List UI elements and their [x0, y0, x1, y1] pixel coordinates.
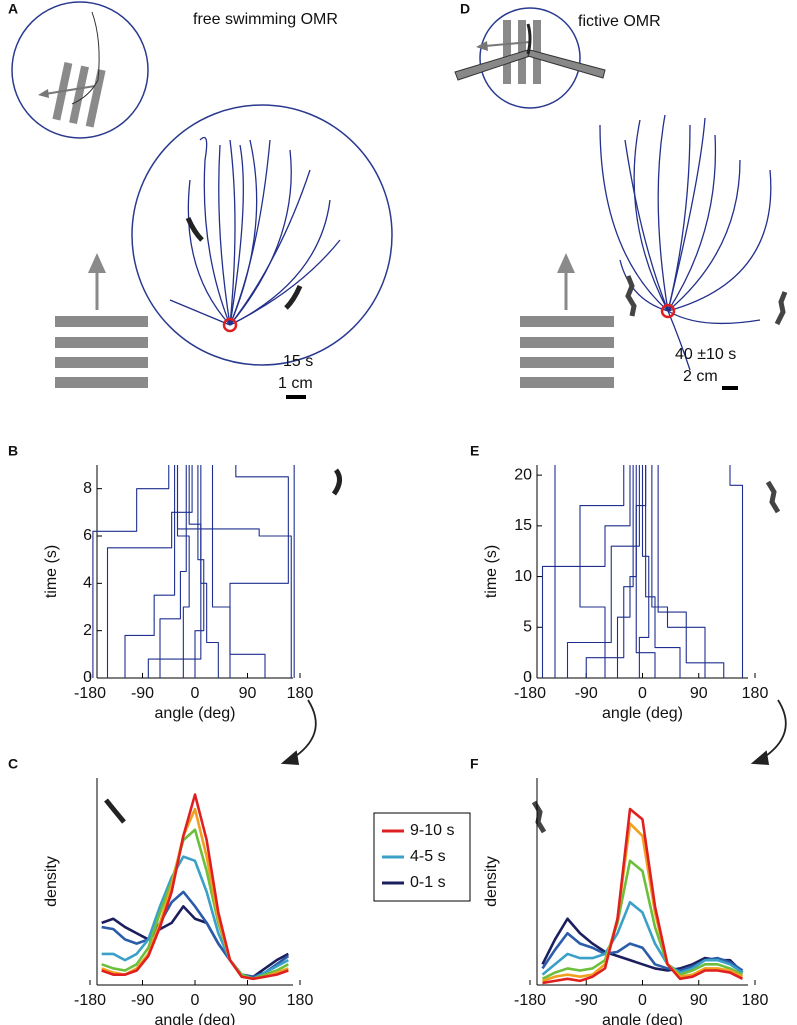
x-tick-label: 180 — [287, 992, 314, 1009]
series-line — [657, 465, 725, 678]
series-line — [101, 793, 289, 981]
y-axis-label: time (s) — [483, 545, 500, 598]
y-tick-label: 20 — [514, 466, 532, 483]
y-axis-label: density — [43, 856, 60, 907]
x-tick-label: -90 — [575, 685, 598, 702]
x-tick-label: -90 — [575, 992, 598, 1009]
scale-label: 2 cm — [683, 368, 718, 385]
x-tick-label: -180 — [514, 992, 546, 1009]
series-line — [645, 465, 681, 678]
x-axis-label: angle (deg) — [602, 1012, 683, 1025]
series-line — [92, 465, 170, 678]
panel-label: C — [8, 756, 18, 772]
y-tick-label: 15 — [514, 517, 532, 534]
x-tick-label: 0 — [191, 992, 200, 1009]
series-line — [106, 465, 193, 678]
x-tick-label: -180 — [74, 992, 106, 1009]
series-line — [124, 465, 176, 678]
series-line — [635, 465, 656, 678]
x-tick-label: 90 — [239, 992, 257, 1009]
series-line — [211, 465, 266, 678]
series-line — [585, 465, 634, 678]
legend-label: 0-1 s — [410, 874, 446, 891]
series-line — [651, 465, 706, 678]
series-line — [176, 465, 292, 678]
panel-title: free swimming OMR — [193, 11, 338, 28]
series-line — [229, 465, 289, 678]
panel-title: fictive OMR — [578, 13, 661, 30]
y-tick-label: 6 — [83, 527, 92, 544]
x-tick-label: -180 — [514, 685, 546, 702]
legend-label: 4-5 s — [410, 848, 446, 865]
series-line — [566, 465, 640, 678]
time-label: 15 s — [283, 353, 313, 370]
decoration — [104, 468, 787, 834]
y-axis-label: density — [483, 856, 500, 907]
legend-label: 9-10 s — [410, 822, 454, 839]
x-tick-label: 90 — [690, 992, 708, 1009]
x-tick-label: 180 — [742, 685, 769, 702]
series-line — [638, 465, 650, 678]
x-axis-label: angle (deg) — [155, 1012, 236, 1025]
panel-label: F — [470, 756, 479, 772]
x-axis-label: angle (deg) — [602, 705, 683, 722]
x-tick-label: 0 — [638, 992, 647, 1009]
x-tick-label: -90 — [131, 685, 154, 702]
panel-label: E — [470, 443, 479, 459]
panel-a-diagram — [11, 1, 393, 399]
series-line — [542, 807, 744, 985]
y-tick-label: 2 — [83, 622, 92, 639]
y-tick-label: 10 — [514, 568, 532, 585]
series-line — [194, 465, 205, 678]
x-tick-label: 90 — [690, 685, 708, 702]
series-line — [542, 822, 744, 983]
panel-label: B — [8, 443, 18, 459]
x-tick-label: 180 — [287, 685, 314, 702]
series-line — [579, 465, 625, 678]
series-line — [159, 465, 187, 678]
y-tick-label: 0 — [523, 669, 532, 686]
series-line — [541, 900, 744, 976]
y-tick-label: 5 — [523, 619, 532, 636]
panel-d-diagram — [454, 7, 788, 390]
series-line — [101, 890, 290, 979]
x-tick-label: 0 — [191, 685, 200, 702]
panel-label: D — [460, 1, 470, 17]
series-line — [147, 465, 202, 678]
scale-label: 1 cm — [278, 375, 313, 392]
x-tick-label: 180 — [742, 992, 769, 1009]
panel-label: A — [8, 1, 18, 17]
series-line — [541, 859, 744, 980]
series-line — [101, 905, 289, 979]
series-line — [541, 465, 631, 678]
series-line — [729, 465, 744, 678]
y-tick-label: 0 — [83, 669, 92, 686]
x-tick-label: -90 — [131, 992, 154, 1009]
x-tick-label: -180 — [74, 685, 106, 702]
y-tick-label: 4 — [83, 575, 92, 592]
y-axis-label: time (s) — [43, 545, 60, 598]
x-tick-label: 90 — [239, 685, 257, 702]
x-axis-label: angle (deg) — [155, 705, 236, 722]
y-tick-label: 8 — [83, 480, 92, 497]
x-tick-label: 0 — [638, 685, 647, 702]
time-label: 40 ±10 s — [675, 346, 736, 363]
